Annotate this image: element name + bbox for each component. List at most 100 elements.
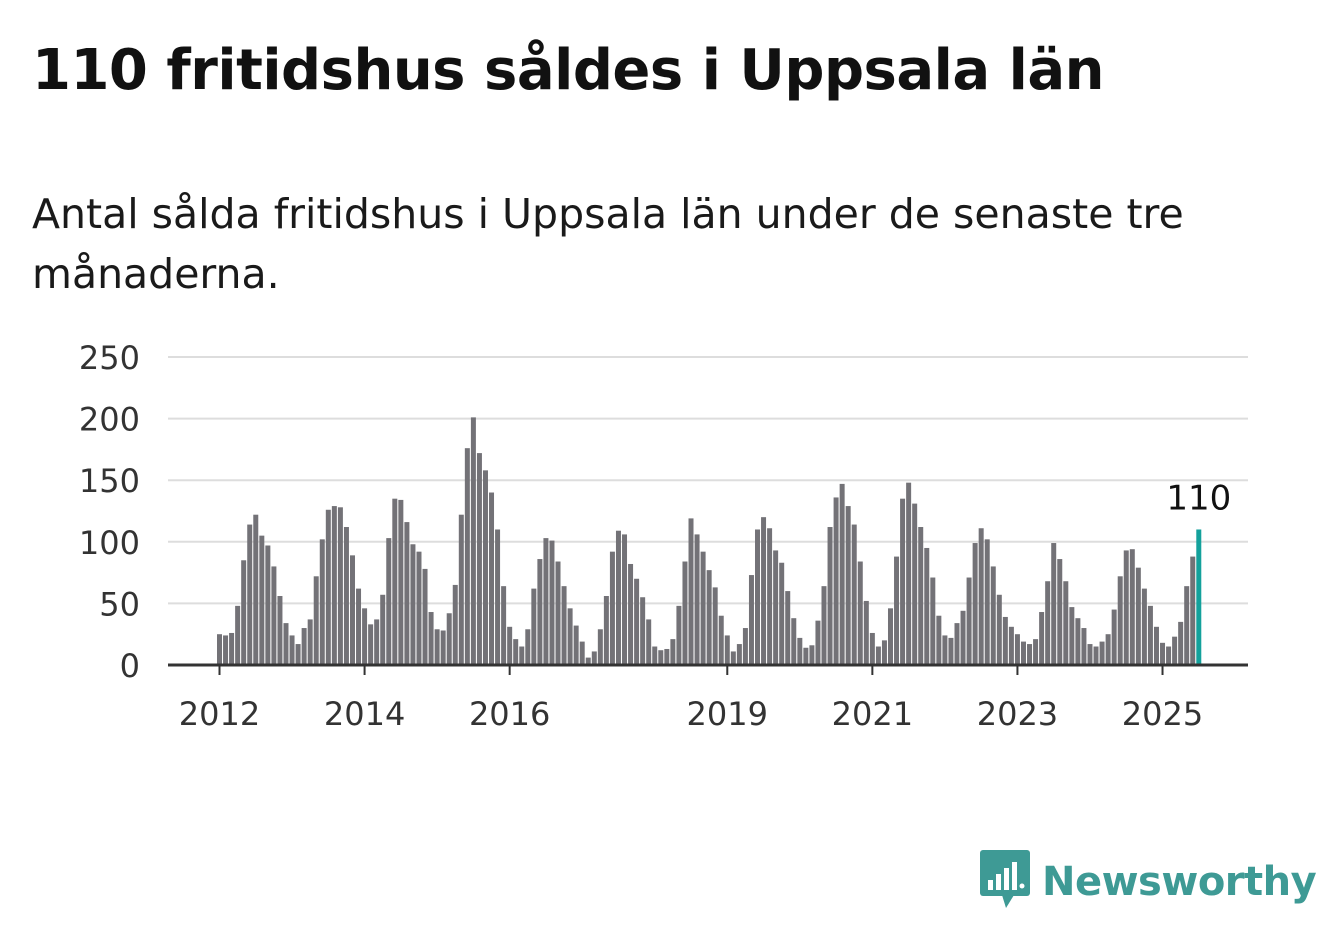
bar <box>615 530 621 665</box>
bar <box>773 550 779 665</box>
bar <box>797 637 803 665</box>
y-tick-label: 100 <box>79 524 140 562</box>
bar <box>501 586 507 665</box>
bar <box>978 528 984 665</box>
bar <box>537 559 543 665</box>
bar <box>1153 626 1159 665</box>
bar <box>259 535 265 665</box>
bar <box>833 497 839 665</box>
bar <box>362 608 368 665</box>
highlight-bar <box>1196 529 1202 665</box>
bar <box>319 539 325 665</box>
bar <box>507 626 513 665</box>
bar <box>990 566 996 665</box>
bar <box>960 610 966 665</box>
bar <box>658 650 664 665</box>
bar <box>785 591 791 665</box>
bar <box>519 646 525 665</box>
bar <box>863 600 869 665</box>
bar <box>809 645 815 665</box>
bar <box>1002 616 1008 665</box>
bar <box>694 534 700 665</box>
bar <box>827 527 833 665</box>
bar <box>1190 556 1196 665</box>
bar <box>1111 609 1117 665</box>
bar <box>1057 559 1063 665</box>
bar <box>573 625 579 665</box>
x-tick-label: 2014 <box>324 695 405 733</box>
bar <box>440 630 446 665</box>
bar <box>791 618 797 665</box>
bar <box>718 615 724 665</box>
bar <box>343 527 349 665</box>
y-tick-label: 150 <box>79 462 140 500</box>
bar <box>1020 641 1026 665</box>
bar <box>331 506 337 665</box>
bar <box>845 506 851 665</box>
bar <box>984 539 990 665</box>
bar <box>217 634 222 665</box>
bar <box>664 648 670 665</box>
bar <box>265 545 271 665</box>
bar <box>277 596 283 665</box>
bar <box>706 570 712 665</box>
bar <box>482 470 488 665</box>
bar <box>1093 646 1099 665</box>
bar <box>1087 644 1093 665</box>
bar <box>386 538 392 665</box>
bar <box>271 566 277 665</box>
x-tick-label: 2025 <box>1122 695 1203 733</box>
bar <box>803 647 809 665</box>
bar <box>422 568 428 665</box>
bar <box>857 561 863 665</box>
bar <box>688 518 694 665</box>
bar <box>410 544 416 665</box>
bar-chart: 0 50 100 150 200 250 2012 2014 2016 2019 2021 2023 2… <box>79 339 1248 733</box>
bar <box>561 586 567 665</box>
bar <box>736 644 742 665</box>
bar <box>875 646 881 665</box>
bar <box>525 629 531 665</box>
brand-name: Newsworthy <box>1042 859 1317 905</box>
bar <box>1166 646 1172 665</box>
bar <box>881 640 887 665</box>
bar <box>380 594 386 665</box>
bar <box>912 503 918 665</box>
bar <box>1160 642 1166 665</box>
bar <box>954 623 960 665</box>
bar <box>531 588 537 665</box>
bar <box>724 635 730 665</box>
bar <box>634 578 640 665</box>
bar <box>325 509 331 665</box>
bar <box>887 608 893 665</box>
bar <box>761 517 767 665</box>
bar <box>495 529 501 665</box>
bar <box>549 540 555 665</box>
bar <box>229 632 235 665</box>
bar <box>730 651 736 665</box>
bar <box>1099 641 1105 665</box>
bar <box>1141 588 1147 665</box>
bar <box>597 629 603 665</box>
bar <box>930 577 936 665</box>
bar <box>948 637 954 665</box>
bar <box>942 635 948 665</box>
bar <box>374 619 380 665</box>
bar <box>301 628 307 665</box>
bar <box>1069 607 1075 665</box>
bar <box>585 657 591 665</box>
bar <box>1045 581 1051 665</box>
bar <box>1129 549 1135 665</box>
bar <box>446 613 452 665</box>
bar <box>223 635 229 665</box>
bar <box>434 629 440 665</box>
bar <box>476 453 482 665</box>
bar <box>779 562 785 665</box>
bar <box>1063 581 1069 665</box>
brand-logo: Newsworthy <box>980 850 1317 914</box>
bar <box>1051 543 1057 665</box>
x-tick-label: 2023 <box>977 695 1058 733</box>
highlight-value-label: 110 <box>1166 478 1231 518</box>
bar <box>1105 634 1111 665</box>
bar <box>1123 550 1129 665</box>
